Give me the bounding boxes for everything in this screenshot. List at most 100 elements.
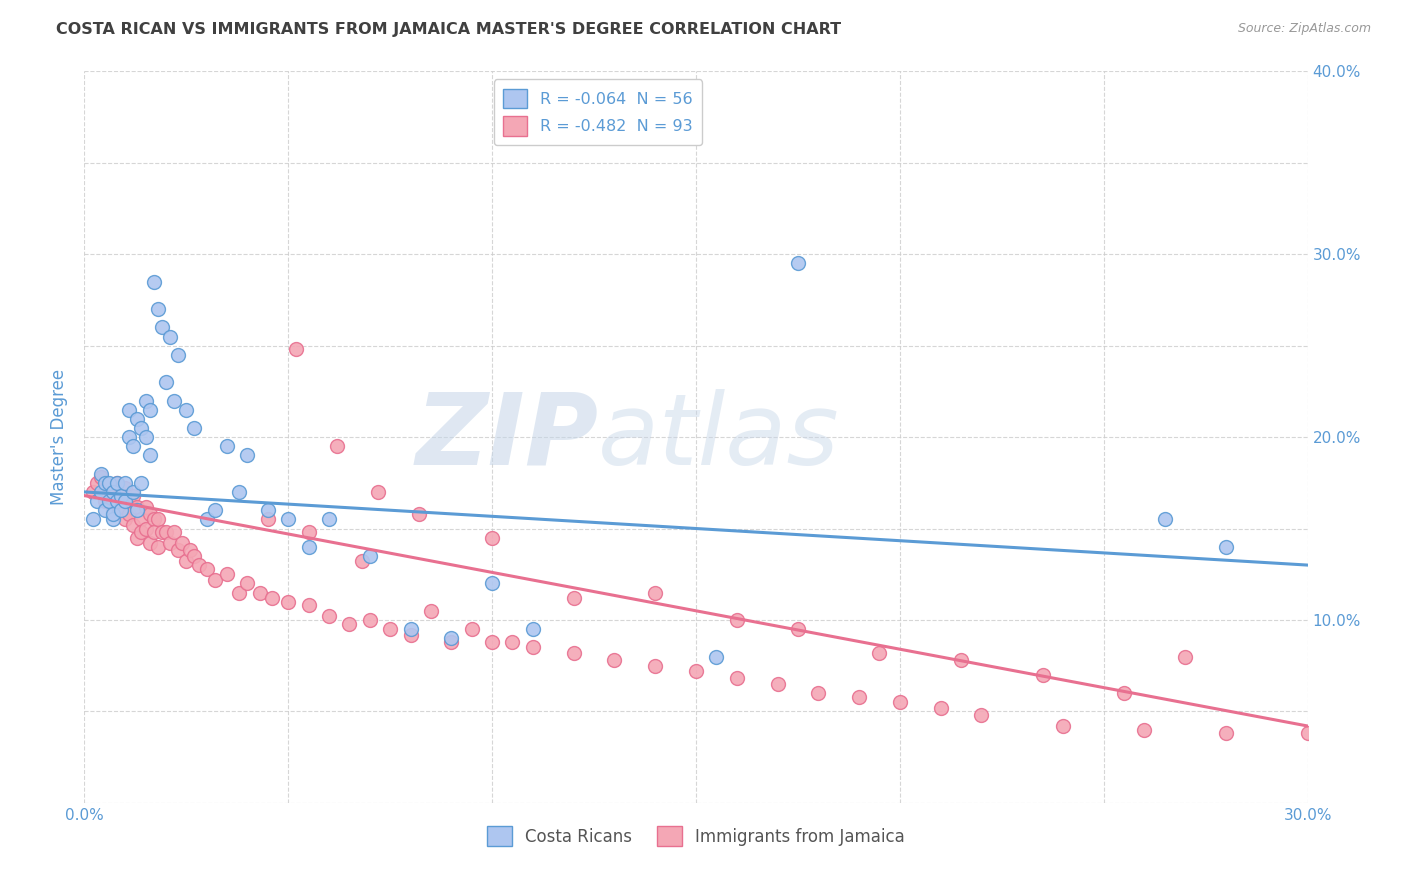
Point xyxy=(1174,649,1197,664)
Point xyxy=(204,503,226,517)
Point xyxy=(97,475,120,490)
Point xyxy=(146,301,169,317)
Point xyxy=(187,558,209,573)
Point xyxy=(970,708,993,723)
Point xyxy=(461,622,484,636)
Point xyxy=(114,512,136,526)
Point xyxy=(167,348,190,362)
Point xyxy=(1133,723,1156,737)
Point xyxy=(298,525,321,540)
Point xyxy=(142,525,165,540)
Point xyxy=(195,562,218,576)
Point xyxy=(249,585,271,599)
Point xyxy=(146,540,169,554)
Point xyxy=(950,653,973,667)
Point xyxy=(135,430,157,444)
Point xyxy=(285,343,308,357)
Point xyxy=(367,485,389,500)
Point xyxy=(155,375,177,389)
Point xyxy=(138,402,160,417)
Point xyxy=(97,481,120,495)
Point xyxy=(257,503,280,517)
Point xyxy=(93,485,115,500)
Point xyxy=(174,554,197,568)
Point xyxy=(163,525,186,540)
Point xyxy=(889,695,911,709)
Point xyxy=(135,521,157,535)
Point xyxy=(685,664,707,678)
Point xyxy=(131,512,153,526)
Point xyxy=(929,700,952,714)
Text: COSTA RICAN VS IMMIGRANTS FROM JAMAICA MASTER'S DEGREE CORRELATION CHART: COSTA RICAN VS IMMIGRANTS FROM JAMAICA M… xyxy=(56,22,841,37)
Point xyxy=(127,500,149,514)
Point xyxy=(298,599,321,613)
Point xyxy=(562,591,585,605)
Point xyxy=(522,622,544,636)
Point xyxy=(1215,540,1237,554)
Point xyxy=(1032,667,1054,681)
Point xyxy=(82,485,104,500)
Point xyxy=(603,653,626,667)
Point xyxy=(93,494,115,508)
Point xyxy=(1154,512,1177,526)
Point xyxy=(260,591,283,605)
Point xyxy=(644,585,666,599)
Point xyxy=(114,481,136,495)
Point xyxy=(420,604,443,618)
Point xyxy=(122,439,145,453)
Point xyxy=(131,421,153,435)
Point xyxy=(127,503,149,517)
Point xyxy=(105,475,128,490)
Point xyxy=(1114,686,1136,700)
Point xyxy=(440,632,463,646)
Point xyxy=(135,500,157,514)
Point xyxy=(787,622,810,636)
Point xyxy=(481,531,503,545)
Point xyxy=(204,573,226,587)
Point xyxy=(183,421,205,435)
Point xyxy=(90,467,112,481)
Point xyxy=(142,512,165,526)
Legend: Costa Ricans, Immigrants from Jamaica: Costa Ricans, Immigrants from Jamaica xyxy=(479,820,912,853)
Point xyxy=(217,567,239,582)
Point xyxy=(118,402,141,417)
Point xyxy=(408,507,430,521)
Point xyxy=(318,609,340,624)
Point xyxy=(183,549,205,563)
Point xyxy=(339,616,361,631)
Point xyxy=(142,275,165,289)
Point xyxy=(127,412,149,426)
Point xyxy=(257,512,280,526)
Point xyxy=(118,430,141,444)
Point xyxy=(135,393,157,408)
Point xyxy=(122,485,145,500)
Point xyxy=(138,507,160,521)
Point xyxy=(97,494,120,508)
Point xyxy=(97,489,120,503)
Point xyxy=(1215,726,1237,740)
Point xyxy=(93,475,115,490)
Point xyxy=(86,475,108,490)
Point xyxy=(159,536,181,550)
Point xyxy=(380,622,402,636)
Point xyxy=(127,531,149,545)
Point xyxy=(105,500,128,514)
Text: ZIP: ZIP xyxy=(415,389,598,485)
Point xyxy=(110,489,132,503)
Point xyxy=(298,540,321,554)
Point xyxy=(110,503,132,517)
Point xyxy=(93,503,115,517)
Point xyxy=(277,594,299,608)
Point xyxy=(122,489,145,503)
Point xyxy=(101,494,124,508)
Point xyxy=(228,585,250,599)
Point xyxy=(101,507,124,521)
Point xyxy=(787,256,810,270)
Point xyxy=(236,448,259,462)
Point xyxy=(502,635,524,649)
Point xyxy=(101,512,124,526)
Point xyxy=(725,672,748,686)
Point xyxy=(114,494,136,508)
Point xyxy=(122,517,145,532)
Point xyxy=(179,543,201,558)
